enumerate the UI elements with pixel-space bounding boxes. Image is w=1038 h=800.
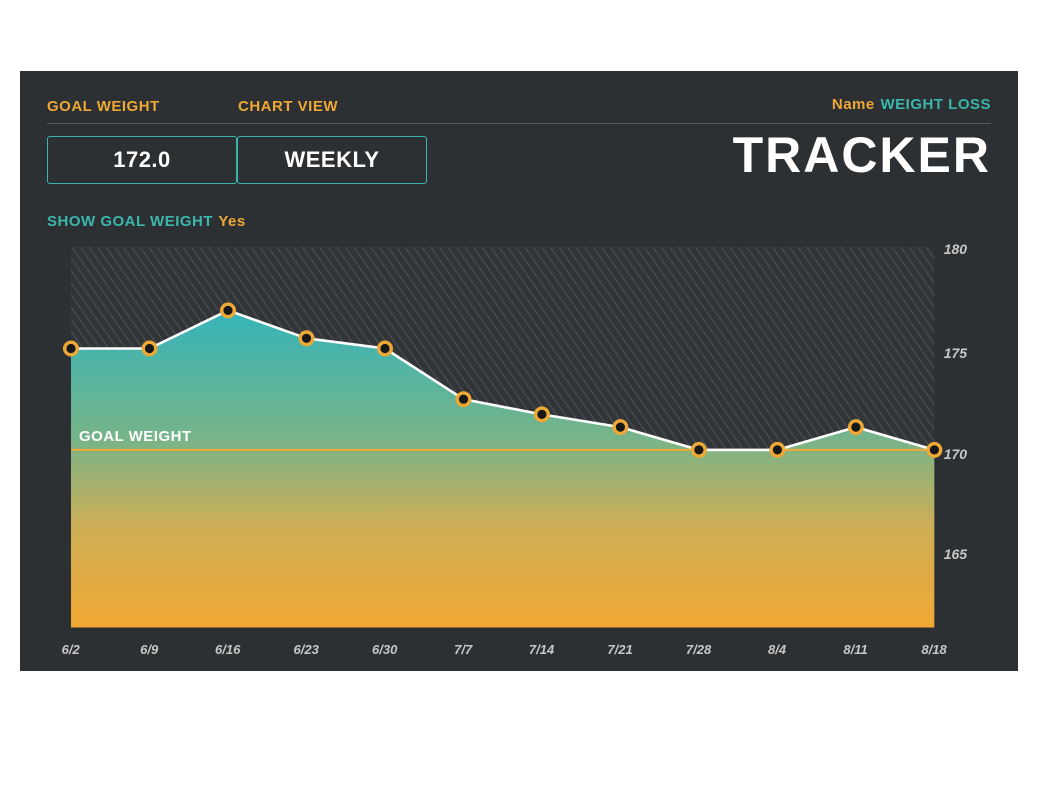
svg-text:GOAL WEIGHT: GOAL WEIGHT xyxy=(79,427,192,444)
